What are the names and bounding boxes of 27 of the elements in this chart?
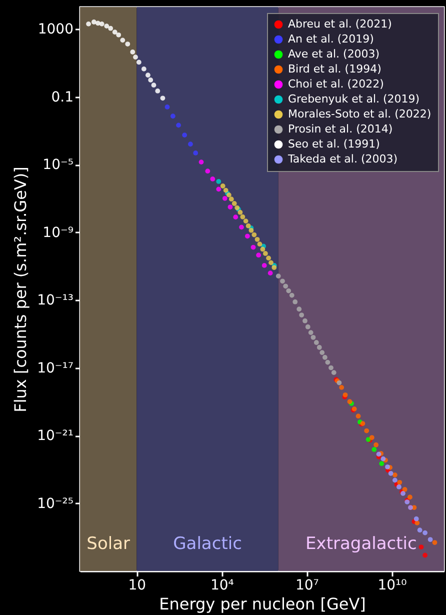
y-tick-label: 10⁻²¹ [37, 428, 74, 444]
legend-label: An et al. (2019) [288, 32, 374, 46]
legend-label: Morales-Soto et al. (2022) [288, 108, 432, 120]
y-axis-title: Flux [counts per (s.m².sr.GeV)] [11, 166, 30, 412]
legend-label: Ave et al. (2003) [288, 48, 380, 60]
legend-label: Choi et al. (2022) [288, 78, 384, 90]
x-tick-label: 10⁷ [295, 578, 319, 594]
band-label: Galactic [173, 534, 242, 554]
x-tick-label: 10⁴ [210, 578, 234, 594]
y-tick-label: 10⁻⁵ [42, 157, 74, 174]
y-tick-label: 10⁻¹⁷ [37, 360, 74, 376]
x-axis-title: Energy per nucleon [GeV] [159, 594, 366, 614]
band-label: Solar [86, 534, 130, 554]
x-tick-label: 10¹⁰ [378, 578, 408, 594]
legend-label: Prosin et al. (2014) [288, 122, 393, 136]
y-tick-label: 0.1 [51, 89, 74, 106]
y-tick-label: 1000 [38, 22, 74, 38]
legend-label: Seo et al. (1991) [288, 138, 380, 150]
band-label: Extragalactic [306, 534, 417, 554]
x-tick-label: 10 [128, 578, 146, 594]
legend-label: Takeda et al. (2003) [287, 152, 398, 166]
legend-label: Bird et al. (1994) [288, 62, 382, 76]
y-tick-label: 10⁻⁹ [42, 224, 74, 241]
y-tick-label: 10⁻²⁵ [37, 496, 74, 512]
legend-label: Grebenyuk et al. (2019) [288, 92, 420, 106]
y-tick-label: 10⁻¹³ [37, 292, 74, 309]
legend-label: Abreu et al. (2021) [288, 18, 392, 30]
